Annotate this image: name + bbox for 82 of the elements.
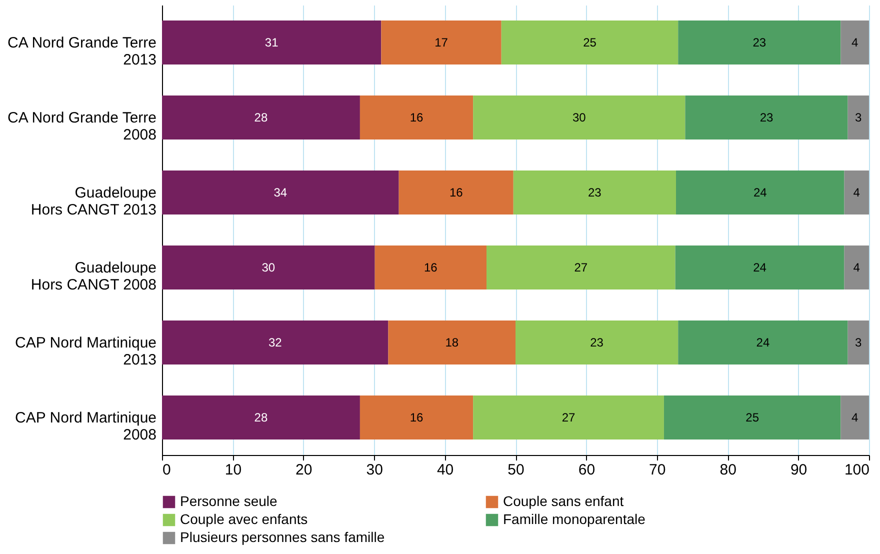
legend-label: Personne seule: [180, 493, 278, 509]
bar: [848, 320, 869, 364]
y-tick-label: CAP Nord Martinique 2013: [15, 334, 156, 368]
data-label: 28: [254, 110, 268, 124]
data-label: 30: [262, 260, 276, 274]
x-tick-label: 70: [649, 462, 666, 478]
bar: [398, 170, 514, 214]
bar: [162, 396, 360, 440]
bar: [473, 96, 686, 140]
data-label: 16: [424, 260, 438, 274]
data-label: 18: [445, 336, 459, 350]
x-tick-label: 80: [720, 462, 736, 478]
bar: [685, 96, 848, 140]
bar: [381, 20, 502, 64]
bar: [678, 320, 848, 364]
x-tick-label: 20: [296, 462, 312, 478]
data-label: 23: [590, 336, 604, 350]
bar: [675, 246, 844, 290]
y-tick-label: Guadeloupe Hors CANGT 2013: [30, 184, 156, 218]
bar: [840, 396, 869, 440]
bar: [678, 20, 841, 64]
data-label: 3: [855, 110, 862, 124]
x-tick-label: 60: [578, 462, 596, 478]
bar: [162, 246, 375, 290]
data-label: 4: [853, 260, 860, 274]
data-label: 32: [268, 336, 282, 350]
bar: [676, 170, 844, 214]
legend-label: Couple sans enfant: [503, 493, 624, 509]
bar: [162, 20, 382, 64]
data-label: 31: [264, 36, 279, 50]
bar: [360, 96, 474, 140]
bar: [664, 396, 841, 440]
data-label: 4: [852, 36, 859, 50]
bar: [840, 20, 869, 64]
bar: [516, 320, 678, 364]
bar: [388, 320, 516, 364]
bar: [374, 246, 487, 290]
x-tick-label: 50: [508, 462, 524, 478]
bar: [360, 396, 474, 440]
bar: [513, 170, 676, 214]
data-label: 25: [583, 36, 597, 50]
data-label: 27: [562, 410, 576, 424]
data-label: 24: [756, 336, 770, 350]
legend-label: Couple avec enfants: [180, 511, 308, 527]
data-label: 23: [752, 36, 766, 50]
bar: [162, 96, 360, 140]
data-label: 24: [753, 186, 768, 200]
bar: [162, 320, 388, 364]
data-label: 3: [855, 336, 862, 350]
data-label: 17: [434, 36, 448, 50]
data-label: 30: [572, 110, 586, 124]
data-label: 23: [588, 186, 602, 200]
data-label: 16: [449, 186, 464, 200]
bar: [844, 170, 869, 214]
bar: [486, 246, 676, 290]
x-tick-label: 40: [436, 462, 454, 478]
bar: [844, 246, 869, 290]
x-tick-label: 100: [844, 462, 870, 478]
bar: [501, 20, 678, 64]
y-tick-label: Guadeloupe Hors CANGT 2008: [30, 260, 156, 294]
data-label: 16: [410, 110, 424, 124]
bar: [162, 170, 399, 214]
x-tick-label: 0: [162, 462, 171, 478]
data-label: 34: [274, 186, 288, 200]
x-tick-label: 30: [366, 462, 383, 478]
y-tick-label: CA Nord Grande Terre 2008: [8, 110, 156, 144]
x-tick-label: 10: [224, 462, 242, 478]
bar: [848, 96, 869, 140]
y-tick-label: CAP Nord Martinique 2008: [15, 410, 156, 444]
legend-label: Plusieurs personnes sans famille: [180, 529, 385, 545]
legend-label: Famille monoparentale: [503, 511, 646, 527]
data-label: 16: [410, 410, 424, 424]
data-label: 24: [753, 260, 767, 274]
data-label: 25: [746, 410, 760, 424]
bar: [473, 396, 664, 440]
data-label: 4: [852, 410, 859, 424]
data-label: 4: [853, 186, 860, 200]
data-label: 23: [760, 110, 774, 124]
y-tick-label: CA Nord Grande Terre 2013: [8, 34, 156, 68]
x-tick-label: 90: [790, 462, 808, 478]
data-label: 27: [574, 260, 588, 274]
data-label: 28: [254, 410, 268, 424]
